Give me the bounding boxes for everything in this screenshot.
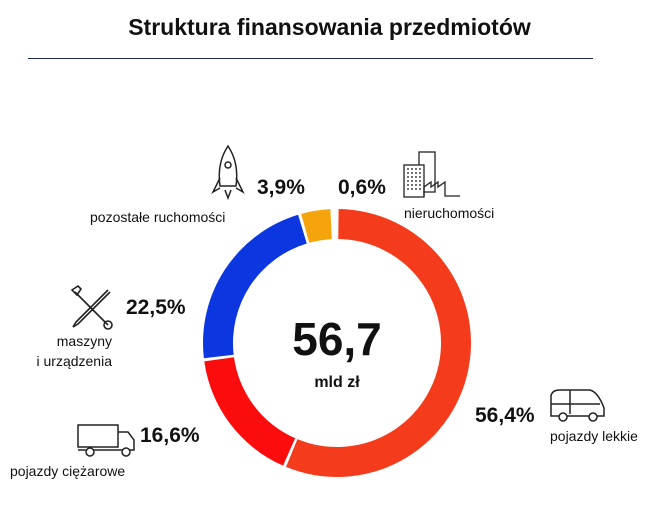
chart-title: Struktura finansowania przedmiotów [128, 14, 531, 40]
data-label-lekkie: 56,4% [475, 404, 535, 427]
total-value: 56,7 [292, 313, 382, 365]
slice-pozostałe-ruchomości [301, 209, 332, 243]
data-label-ciezarowe: 16,6% [140, 424, 200, 447]
truck-icon [77, 424, 135, 457]
slice-pojazdy-ciężarowe [204, 357, 296, 466]
slice-nieruchomości [333, 209, 336, 240]
category-label-nieruchomosci: nieruchomości [404, 205, 495, 221]
data-label-maszyny: 22,5% [126, 296, 186, 319]
category-label-lekkie: pojazdy lekkie [550, 428, 638, 444]
building-factory-icon [403, 151, 460, 198]
data-label-nieruchomosci: 0,6% [338, 176, 386, 199]
total-unit: mld zł [314, 374, 360, 391]
rocket-icon [211, 144, 245, 201]
slice-maszyny-i-urządzenia [203, 214, 307, 359]
category-label-pozostale: pozostałe ruchomości [90, 209, 226, 225]
category-label-maszyny-2: i urządzenia [36, 353, 113, 369]
category-label-ciezarowe: pojazdy ciężarowe [10, 463, 126, 479]
slice-pojazdy-lekkie [286, 209, 472, 477]
category-label-maszyny-1: maszyny [56, 333, 112, 349]
title-divider [28, 58, 593, 59]
car-icon [550, 389, 605, 422]
wrench-screwdriver-icon [70, 284, 113, 330]
data-label-pozostale: 3,9% [257, 176, 305, 199]
